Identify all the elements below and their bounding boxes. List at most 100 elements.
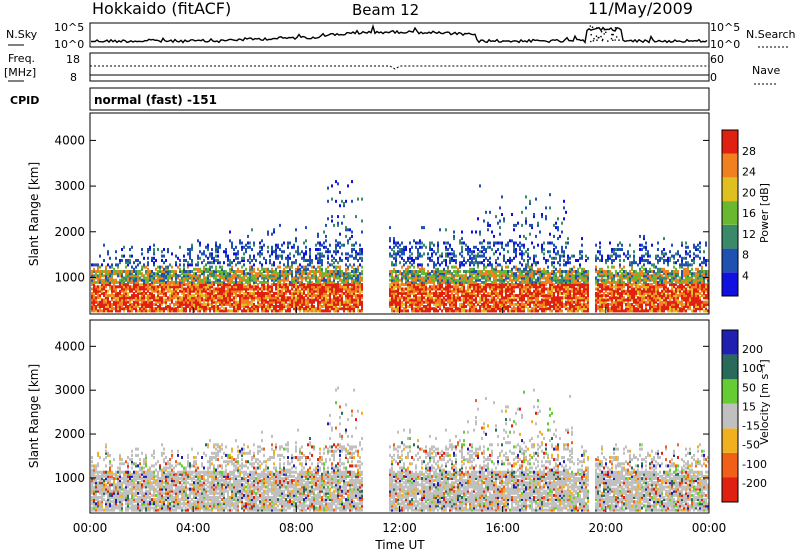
noise-search-point: [612, 33, 614, 36]
heat-cell: [99, 309, 101, 313]
heat-cell: [257, 285, 259, 289]
heat-cell: [543, 248, 545, 251]
heat-cell: [261, 274, 263, 278]
heat-cell: [177, 309, 179, 313]
heat-cell: [223, 287, 225, 291]
heat-cell: [511, 239, 513, 243]
heat-cell: [147, 294, 149, 298]
heat-cell: [267, 276, 269, 280]
heat-cell: [327, 254, 329, 258]
heat-cell: [423, 305, 425, 308]
heat-cell: [443, 259, 445, 262]
heat-cell: [391, 270, 393, 273]
heat-cell: [389, 298, 391, 302]
heat-cell: [431, 291, 433, 295]
heat-cell: [499, 206, 501, 210]
heat-cell: [449, 276, 451, 280]
heat-cell: [153, 256, 155, 260]
heat-cell: [315, 294, 317, 298]
heat-cell: [93, 285, 95, 289]
heat-cell: [263, 294, 265, 298]
heat-cell: [579, 256, 581, 260]
heat-cell: [255, 307, 257, 311]
heat-cell: [189, 270, 191, 273]
heat-cell: [121, 294, 123, 298]
noise-search-point: [596, 27, 598, 29]
heat-cell: [519, 302, 521, 306]
heat-cell: [329, 243, 331, 247]
heat-cell: [465, 309, 467, 313]
heat-cell: [319, 252, 321, 256]
heat-cell: [175, 294, 177, 298]
heat-cell: [107, 276, 109, 280]
heat-cell: [223, 270, 225, 273]
heat-cell: [239, 239, 241, 243]
heat-cell: [517, 267, 519, 271]
heat-cell: [183, 309, 185, 313]
heat-cell: [411, 263, 413, 267]
heat-cell: [485, 265, 487, 269]
heat-cell: [177, 296, 179, 300]
heat-cell: [207, 256, 209, 260]
heat-cell: [181, 285, 183, 289]
heat-cell: [169, 283, 171, 287]
heat-cell: [215, 302, 217, 306]
heat-cell: [253, 307, 255, 311]
heat-cell: [195, 302, 197, 306]
heat-cell: [433, 307, 435, 311]
heat-cell: [209, 280, 211, 284]
heat-cell: [181, 298, 183, 302]
heat-cell: [253, 285, 255, 289]
heat-cell: [501, 195, 503, 199]
heat-cell: [199, 309, 201, 313]
heat-cell: [113, 285, 115, 289]
heat-cell: [215, 300, 217, 304]
heat-cell: [149, 300, 151, 304]
heat-cell: [239, 241, 241, 245]
heat-cell: [303, 307, 305, 311]
heat-cell: [205, 254, 207, 258]
heat-cell: [545, 276, 547, 280]
heat-cell: [417, 263, 419, 267]
heat-cell: [207, 261, 209, 265]
heat-cell: [111, 280, 113, 284]
heat-cell: [219, 296, 221, 300]
heat-cell: [401, 265, 403, 269]
heat-cell: [193, 283, 195, 287]
heat-cell: [335, 199, 337, 203]
heat-cell: [433, 243, 435, 247]
heat-cell: [259, 274, 261, 278]
heat-cell: [265, 276, 267, 280]
heat-cell: [229, 280, 231, 284]
heat-cell: [361, 270, 363, 273]
freq-panel: [89, 52, 710, 82]
heat-cell: [133, 300, 135, 304]
heat-cell: [319, 248, 321, 251]
heat-cell: [529, 223, 531, 227]
heat-cell: [269, 289, 271, 293]
heat-cell: [167, 309, 169, 313]
heat-cell: [173, 283, 175, 287]
heat-cell: [105, 270, 107, 273]
heat-cell: [207, 283, 209, 287]
heat-cell: [155, 280, 157, 284]
heat-cell: [125, 307, 127, 311]
heat-cell: [399, 261, 401, 265]
heat-cell: [309, 276, 311, 280]
noise-search-point: [610, 37, 613, 40]
heat-cell: [155, 298, 157, 302]
heat-cell: [235, 245, 237, 249]
heat-cell: [285, 305, 287, 308]
heat-cell: [423, 300, 425, 304]
heat-cell: [247, 234, 249, 238]
heat-cell: [487, 298, 489, 302]
heat-cell: [227, 296, 229, 300]
heat-cell: [97, 265, 99, 269]
heat-cell: [101, 302, 103, 306]
heat-cell: [467, 270, 469, 273]
heat-cell: [99, 294, 101, 298]
heat-cell: [151, 278, 153, 282]
heat-cell: [191, 270, 193, 273]
heat-cell: [93, 263, 95, 267]
heat-cell: [151, 289, 153, 293]
